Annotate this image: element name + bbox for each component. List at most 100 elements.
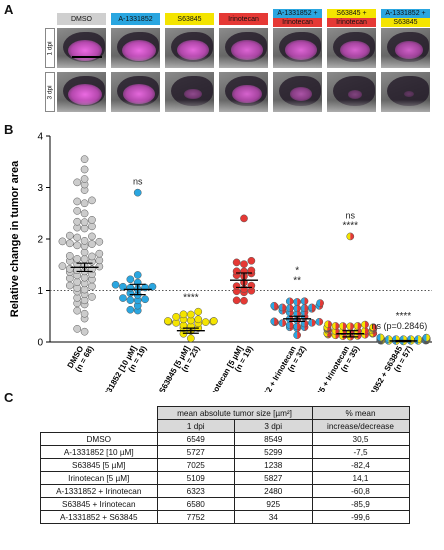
y-axis-label: Relative change in tumor area [9,160,21,317]
data-point-half-left [286,321,290,329]
data-point-outline [324,320,332,329]
table-cell-d1: 5727 [156,445,235,459]
table-cell-d1: 7025 [156,458,235,472]
treatment-label: A-1331852 + [381,9,430,18]
header-mean-size: mean absolute tumor size [µm²] [156,406,313,420]
header-1dpi: 1 dpi [156,419,235,433]
data-point [95,249,104,258]
table-cell-pct: -85,9 [311,497,410,511]
data-point [187,310,195,319]
data-point [88,240,96,248]
data-point [126,275,135,284]
data-point-half-left [270,317,275,325]
tumor-image [165,72,214,112]
data-point-half-left [354,322,358,330]
data-point [164,317,172,325]
y-tick-label: 0 [37,338,43,349]
data-point [73,278,82,286]
tumor-image [273,72,322,112]
data-point [126,296,135,305]
scale-bar [72,56,102,58]
data-point [187,334,195,343]
data-point [65,281,74,290]
table-cell-d3: 34 [234,510,313,524]
data-point-half-right [426,334,430,342]
table-row: A-1331852 [10 µM] 5727 5299 -7,5 [40,445,410,459]
tumor-image [57,72,106,112]
table-subheader-row: 1 dpi 3 dpi increase/decrease [41,419,410,433]
data-point-half-right [297,304,301,312]
y-tick-label: 1 [37,286,43,297]
data-point-outline [308,318,316,327]
data-point [65,252,74,260]
data-point [88,232,96,241]
data-point [80,218,89,227]
data-point-half-left [385,335,389,343]
data-point-outline [270,317,279,326]
data-point [80,165,89,174]
table-cell-d3: 2480 [234,484,313,498]
data-point-half-left [361,321,366,329]
table-cell-d1: 6323 [156,484,235,498]
data-point-outline [285,297,294,306]
data-point-outline [300,297,309,306]
data-point [111,280,120,289]
table-header-row: mean absolute tumor size [µm²] % mean [41,406,410,420]
data-point-outline [361,320,369,329]
data-point [179,310,188,319]
header-change-line2: increase/decrease [311,419,410,433]
data-point-half-right [350,232,354,241]
table-cell-name: A-1331852 [10 µM] [40,445,158,459]
table-cell-pct: -82,4 [311,458,410,472]
data-point [65,239,74,248]
data-point [95,237,104,246]
data-point [240,214,248,223]
data-point-half-left [369,323,374,331]
data-point-half-right [418,335,422,343]
data-point-half-left [376,333,381,342]
data-point-half-right [274,317,278,325]
data-point-half-right [289,297,294,305]
data-point-half-right [320,299,324,307]
data-point [73,324,82,333]
table-cell-pct: -99,6 [311,510,410,524]
treatment-label: Irinotecan [327,18,376,27]
header-change: % mean [311,406,410,420]
data-point-half-left [293,322,298,330]
table-row: Irinotecan [5 µM] 5109 5827 14,1 [40,471,410,485]
data-point-outline [422,333,431,342]
data-point-half-left [361,327,366,335]
data-point [232,296,241,305]
treatment-label: S63845 [381,18,430,27]
data-point-half-left [346,232,351,241]
treatment-label: A-1331852 + [273,9,322,18]
significance-label: **** [396,311,412,322]
data-point [80,255,89,263]
treatment-label: Irinotecan [219,13,268,25]
data-point [88,222,96,231]
tumor-image [111,72,160,112]
data-point-half-right [380,333,385,342]
data-point-half-left [293,298,298,306]
table-cell-pct: 14,1 [311,471,410,485]
data-point-half-left [308,303,312,312]
y-tick-label: 3 [37,183,43,194]
tumor-image [219,28,268,68]
data-point-half-left [278,303,283,312]
significance-label: ns (p=0.2846) [372,321,428,331]
tumor-image [219,72,268,112]
data-point [73,206,82,215]
data-point-outline [315,317,324,326]
data-point [80,199,89,208]
significance-label: **** [183,293,199,304]
data-point-half-left [293,331,298,339]
data-point-half-right [304,297,309,305]
table-cell-d3: 1238 [234,458,313,472]
data-point-half-right [365,327,369,335]
data-point-half-right [350,322,354,330]
data-point [73,233,82,242]
data-point-half-right [319,318,323,326]
data-point [126,284,135,292]
treatment-label: DMSO [57,13,106,25]
table-row: A-1331852 + Irinotecan 6323 2480 -60,8 [40,484,410,498]
